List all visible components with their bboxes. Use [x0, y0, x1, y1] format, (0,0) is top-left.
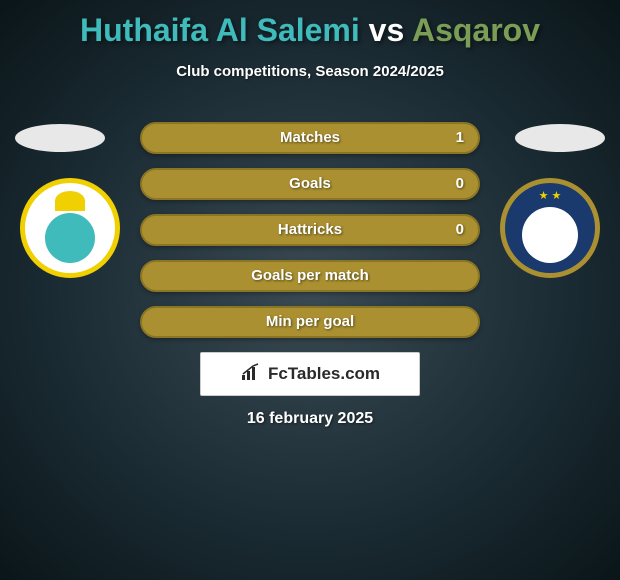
club-badge-decoration — [522, 207, 578, 263]
player2-club-badge: ★ ★ — [500, 178, 600, 278]
player1-avatar-placeholder — [15, 124, 105, 152]
club-badge-decoration — [45, 213, 95, 263]
player2-name: Asqarov — [412, 12, 540, 48]
comparison-title: Huthaifa Al Salemi vs Asqarov — [0, 0, 620, 49]
stat-bar-min-per-goal: Min per goal — [140, 306, 480, 338]
stat-bar-hattricks: Hattricks 0 — [140, 214, 480, 246]
club-badge-stars: ★ ★ — [505, 189, 595, 202]
stat-label: Min per goal — [142, 308, 478, 336]
logo-text: FcTables.com — [268, 364, 380, 384]
subtitle: Club competitions, Season 2024/2025 — [0, 63, 620, 80]
vs-text: vs — [369, 12, 405, 48]
stat-label: Goals per match — [142, 262, 478, 290]
chart-icon — [240, 363, 262, 386]
stat-label: Matches — [142, 124, 478, 152]
player1-name: Huthaifa Al Salemi — [80, 12, 360, 48]
stat-value-player2: 0 — [456, 216, 464, 244]
date-text: 16 february 2025 — [0, 410, 620, 428]
stats-container: Matches 1 Goals 0 Hattricks 0 Goals per … — [140, 122, 480, 352]
stat-bar-goals: Goals 0 — [140, 168, 480, 200]
club-badge-decoration — [55, 191, 85, 211]
stat-bar-matches: Matches 1 — [140, 122, 480, 154]
player2-avatar-placeholder — [515, 124, 605, 152]
stat-label: Goals — [142, 170, 478, 198]
stat-value-player2: 0 — [456, 170, 464, 198]
player1-club-badge — [20, 178, 120, 278]
stat-bar-goals-per-match: Goals per match — [140, 260, 480, 292]
stat-label: Hattricks — [142, 216, 478, 244]
stat-value-player2: 1 — [456, 124, 464, 152]
fctables-logo: FcTables.com — [200, 352, 420, 396]
